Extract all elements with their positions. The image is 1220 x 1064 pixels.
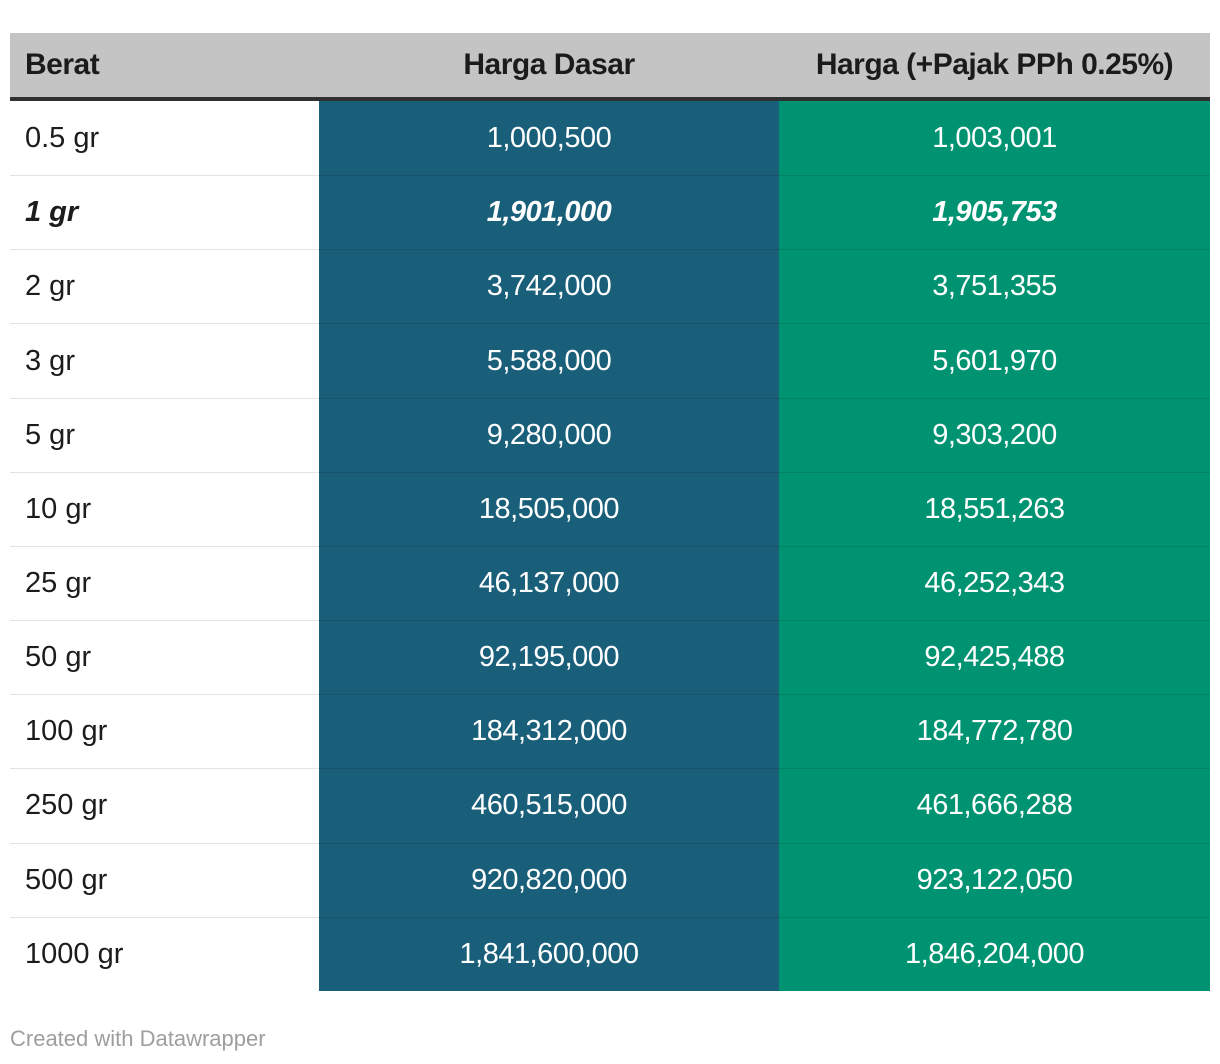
cell-harga-pajak: 923,122,050 xyxy=(779,842,1210,917)
cell-berat: 10 gr xyxy=(10,471,319,546)
cell-berat: 500 gr xyxy=(10,842,319,917)
cell-harga-dasar: 460,515,000 xyxy=(319,768,779,843)
cell-harga-dasar: 18,505,000 xyxy=(319,471,779,546)
table-row: 2 gr 3,742,000 3,751,355 xyxy=(10,249,1210,324)
cell-harga-pajak: 1,905,753 xyxy=(779,175,1210,250)
table-body: 0.5 gr 1,000,500 1,003,001 1 gr 1,901,000 1,9… xyxy=(10,101,1210,991)
table-row: 1 gr 1,901,000 1,905,753 xyxy=(10,175,1210,250)
cell-harga-pajak: 18,551,263 xyxy=(779,471,1210,546)
cell-berat: 100 gr xyxy=(10,694,319,769)
cell-harga-pajak: 184,772,780 xyxy=(779,694,1210,769)
cell-harga-pajak: 461,666,288 xyxy=(779,768,1210,843)
table-row: 50 gr 92,195,000 92,425,488 xyxy=(10,620,1210,695)
price-table: Berat Harga Dasar Harga (+Pajak PPh 0.25… xyxy=(10,33,1210,991)
table-row: 5 gr 9,280,000 9,303,200 xyxy=(10,397,1210,472)
cell-berat: 250 gr xyxy=(10,768,319,843)
column-header-harga-dasar: Harga Dasar xyxy=(319,33,779,101)
cell-harga-dasar: 1,000,500 xyxy=(319,101,779,176)
cell-berat: 50 gr xyxy=(10,620,319,695)
cell-harga-dasar: 3,742,000 xyxy=(319,249,779,324)
table-row: 1000 gr 1,841,600,000 1,846,204,000 xyxy=(10,916,1210,991)
cell-berat: 25 gr xyxy=(10,545,319,621)
cell-harga-dasar: 184,312,000 xyxy=(319,694,779,769)
table-row: 10 gr 18,505,000 18,551,263 xyxy=(10,471,1210,546)
table-row: 500 gr 920,820,000 923,122,050 xyxy=(10,842,1210,917)
cell-harga-pajak: 3,751,355 xyxy=(779,249,1210,324)
cell-berat: 5 gr xyxy=(10,397,319,472)
datawrapper-credit-link[interactable]: Created with Datawrapper xyxy=(10,1026,266,1051)
header-row: Berat Harga Dasar Harga (+Pajak PPh 0.25… xyxy=(10,33,1210,101)
cell-harga-dasar: 46,137,000 xyxy=(319,545,779,621)
cell-harga-pajak: 1,003,001 xyxy=(779,101,1210,176)
cell-harga-pajak: 46,252,343 xyxy=(779,545,1210,621)
cell-harga-pajak: 5,601,970 xyxy=(779,323,1210,398)
cell-berat: 1000 gr xyxy=(10,916,319,991)
cell-harga-pajak: 9,303,200 xyxy=(779,397,1210,472)
cell-harga-dasar: 1,901,000 xyxy=(319,175,779,250)
cell-berat: 1 gr xyxy=(10,175,319,250)
cell-harga-pajak: 1,846,204,000 xyxy=(779,916,1210,991)
cell-harga-dasar: 92,195,000 xyxy=(319,620,779,695)
table-row: 0.5 gr 1,000,500 1,003,001 xyxy=(10,101,1210,176)
cell-harga-pajak: 92,425,488 xyxy=(779,620,1210,695)
cell-berat: 2 gr xyxy=(10,249,319,324)
cell-harga-dasar: 9,280,000 xyxy=(319,397,779,472)
table-row: 100 gr 184,312,000 184,772,780 xyxy=(10,694,1210,769)
cell-harga-dasar: 5,588,000 xyxy=(319,323,779,398)
column-header-harga-pajak: Harga (+Pajak PPh 0.25%) xyxy=(779,33,1210,101)
cell-berat: 0.5 gr xyxy=(10,101,319,176)
cell-berat: 3 gr xyxy=(10,323,319,398)
column-header-berat: Berat xyxy=(10,33,319,101)
table-row: 3 gr 5,588,000 5,601,970 xyxy=(10,323,1210,398)
cell-harga-dasar: 1,841,600,000 xyxy=(319,916,779,991)
table-row: 25 gr 46,137,000 46,252,343 xyxy=(10,545,1210,621)
cell-harga-dasar: 920,820,000 xyxy=(319,842,779,917)
table-row: 250 gr 460,515,000 461,666,288 xyxy=(10,768,1210,843)
